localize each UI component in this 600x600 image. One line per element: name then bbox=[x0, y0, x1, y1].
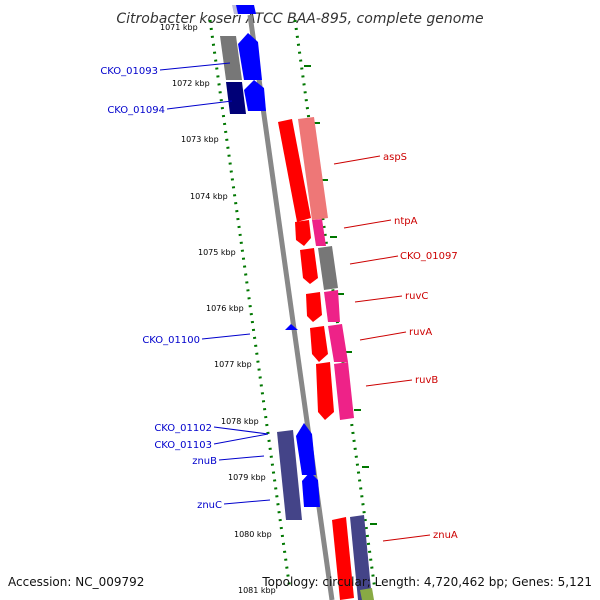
forward-strand-genes bbox=[278, 117, 374, 600]
right-leader-lines bbox=[333, 155, 431, 542]
gene-arrow bbox=[285, 324, 298, 330]
gene-arrow bbox=[295, 220, 311, 246]
outer-ring-ticks bbox=[304, 65, 377, 525]
tick-label: 1079 kbp bbox=[228, 473, 266, 482]
map-title: Citrobacter koseri ATCC BAA-895, complet… bbox=[116, 11, 483, 27]
gene-label-znub[interactable]: znuB bbox=[192, 456, 217, 467]
tick-label: 1071 kbp bbox=[160, 23, 198, 32]
gene-label-cko-01093[interactable]: CKO_01093 bbox=[100, 66, 158, 77]
tick-label: 1077 kbp bbox=[214, 360, 252, 369]
tick-label: 1075 kbp bbox=[198, 248, 236, 257]
gene-arrow bbox=[296, 423, 316, 475]
forward-gene-labels: aspS ntpA CKO_01097 ruvC ruvA ruvB znuA bbox=[383, 152, 458, 541]
reverse-strand-genes bbox=[220, 5, 320, 520]
gene-label-ruvc[interactable]: ruvC bbox=[405, 291, 428, 302]
gene-block bbox=[324, 290, 340, 322]
gene-label-cko-01100[interactable]: CKO_01100 bbox=[142, 335, 200, 346]
gene-arrow bbox=[306, 292, 322, 322]
gene-arrow bbox=[300, 248, 318, 284]
tick-label: 1073 kbp bbox=[181, 135, 219, 144]
gene-block bbox=[312, 219, 326, 246]
gene-label-cko-01102[interactable]: CKO_01102 bbox=[154, 423, 212, 434]
gene-arrow bbox=[238, 33, 262, 80]
reverse-gene-labels: CKO_01093 CKO_01094 CKO_01100 CKO_01102 … bbox=[100, 66, 222, 511]
left-leader-lines bbox=[159, 62, 271, 505]
tick-label: 1081 kbp bbox=[238, 586, 276, 595]
accession-text: Accession: NC_009792 bbox=[8, 575, 144, 589]
gene-label-ntpa[interactable]: ntpA bbox=[394, 216, 418, 227]
summary-text: Topology: circular; Length: 4,720,462 bp… bbox=[261, 575, 592, 589]
gene-label-cko-01094[interactable]: CKO_01094 bbox=[107, 105, 165, 116]
tick-label: 1072 kbp bbox=[172, 79, 210, 88]
gene-arrow bbox=[332, 517, 354, 600]
gene-block bbox=[298, 117, 328, 220]
gene-block bbox=[318, 246, 338, 290]
gene-block bbox=[226, 82, 246, 114]
tick-label: 1076 kbp bbox=[206, 304, 244, 313]
gene-arrow bbox=[236, 5, 256, 14]
gene-arrow bbox=[310, 326, 328, 362]
gene-label-asps[interactable]: aspS bbox=[383, 152, 407, 163]
gene-arrow bbox=[316, 362, 334, 420]
gene-block bbox=[334, 362, 354, 420]
gene-arrow bbox=[244, 80, 266, 111]
gene-block bbox=[277, 430, 302, 520]
tick-labels: 1071 kbp 1072 kbp 1073 kbp 1074 kbp 1075… bbox=[160, 23, 276, 595]
gene-block bbox=[360, 588, 374, 600]
gene-label-ruvb[interactable]: ruvB bbox=[415, 375, 438, 386]
tick-label: 1080 kbp bbox=[234, 530, 272, 539]
gene-arrow bbox=[278, 119, 311, 222]
gene-block bbox=[220, 36, 242, 80]
gene-block bbox=[328, 324, 348, 362]
gene-label-znua[interactable]: znuA bbox=[433, 530, 458, 541]
gene-label-cko-01097[interactable]: CKO_01097 bbox=[400, 251, 458, 262]
tick-label: 1078 kbp bbox=[221, 417, 259, 426]
gene-label-znuc[interactable]: znuC bbox=[197, 500, 222, 511]
gene-label-cko-01103[interactable]: CKO_01103 bbox=[154, 440, 212, 451]
gene-block bbox=[350, 515, 372, 600]
tick-label: 1074 kbp bbox=[190, 192, 228, 201]
gene-label-ruva[interactable]: ruvA bbox=[409, 327, 432, 338]
gene-arrow bbox=[302, 472, 320, 507]
